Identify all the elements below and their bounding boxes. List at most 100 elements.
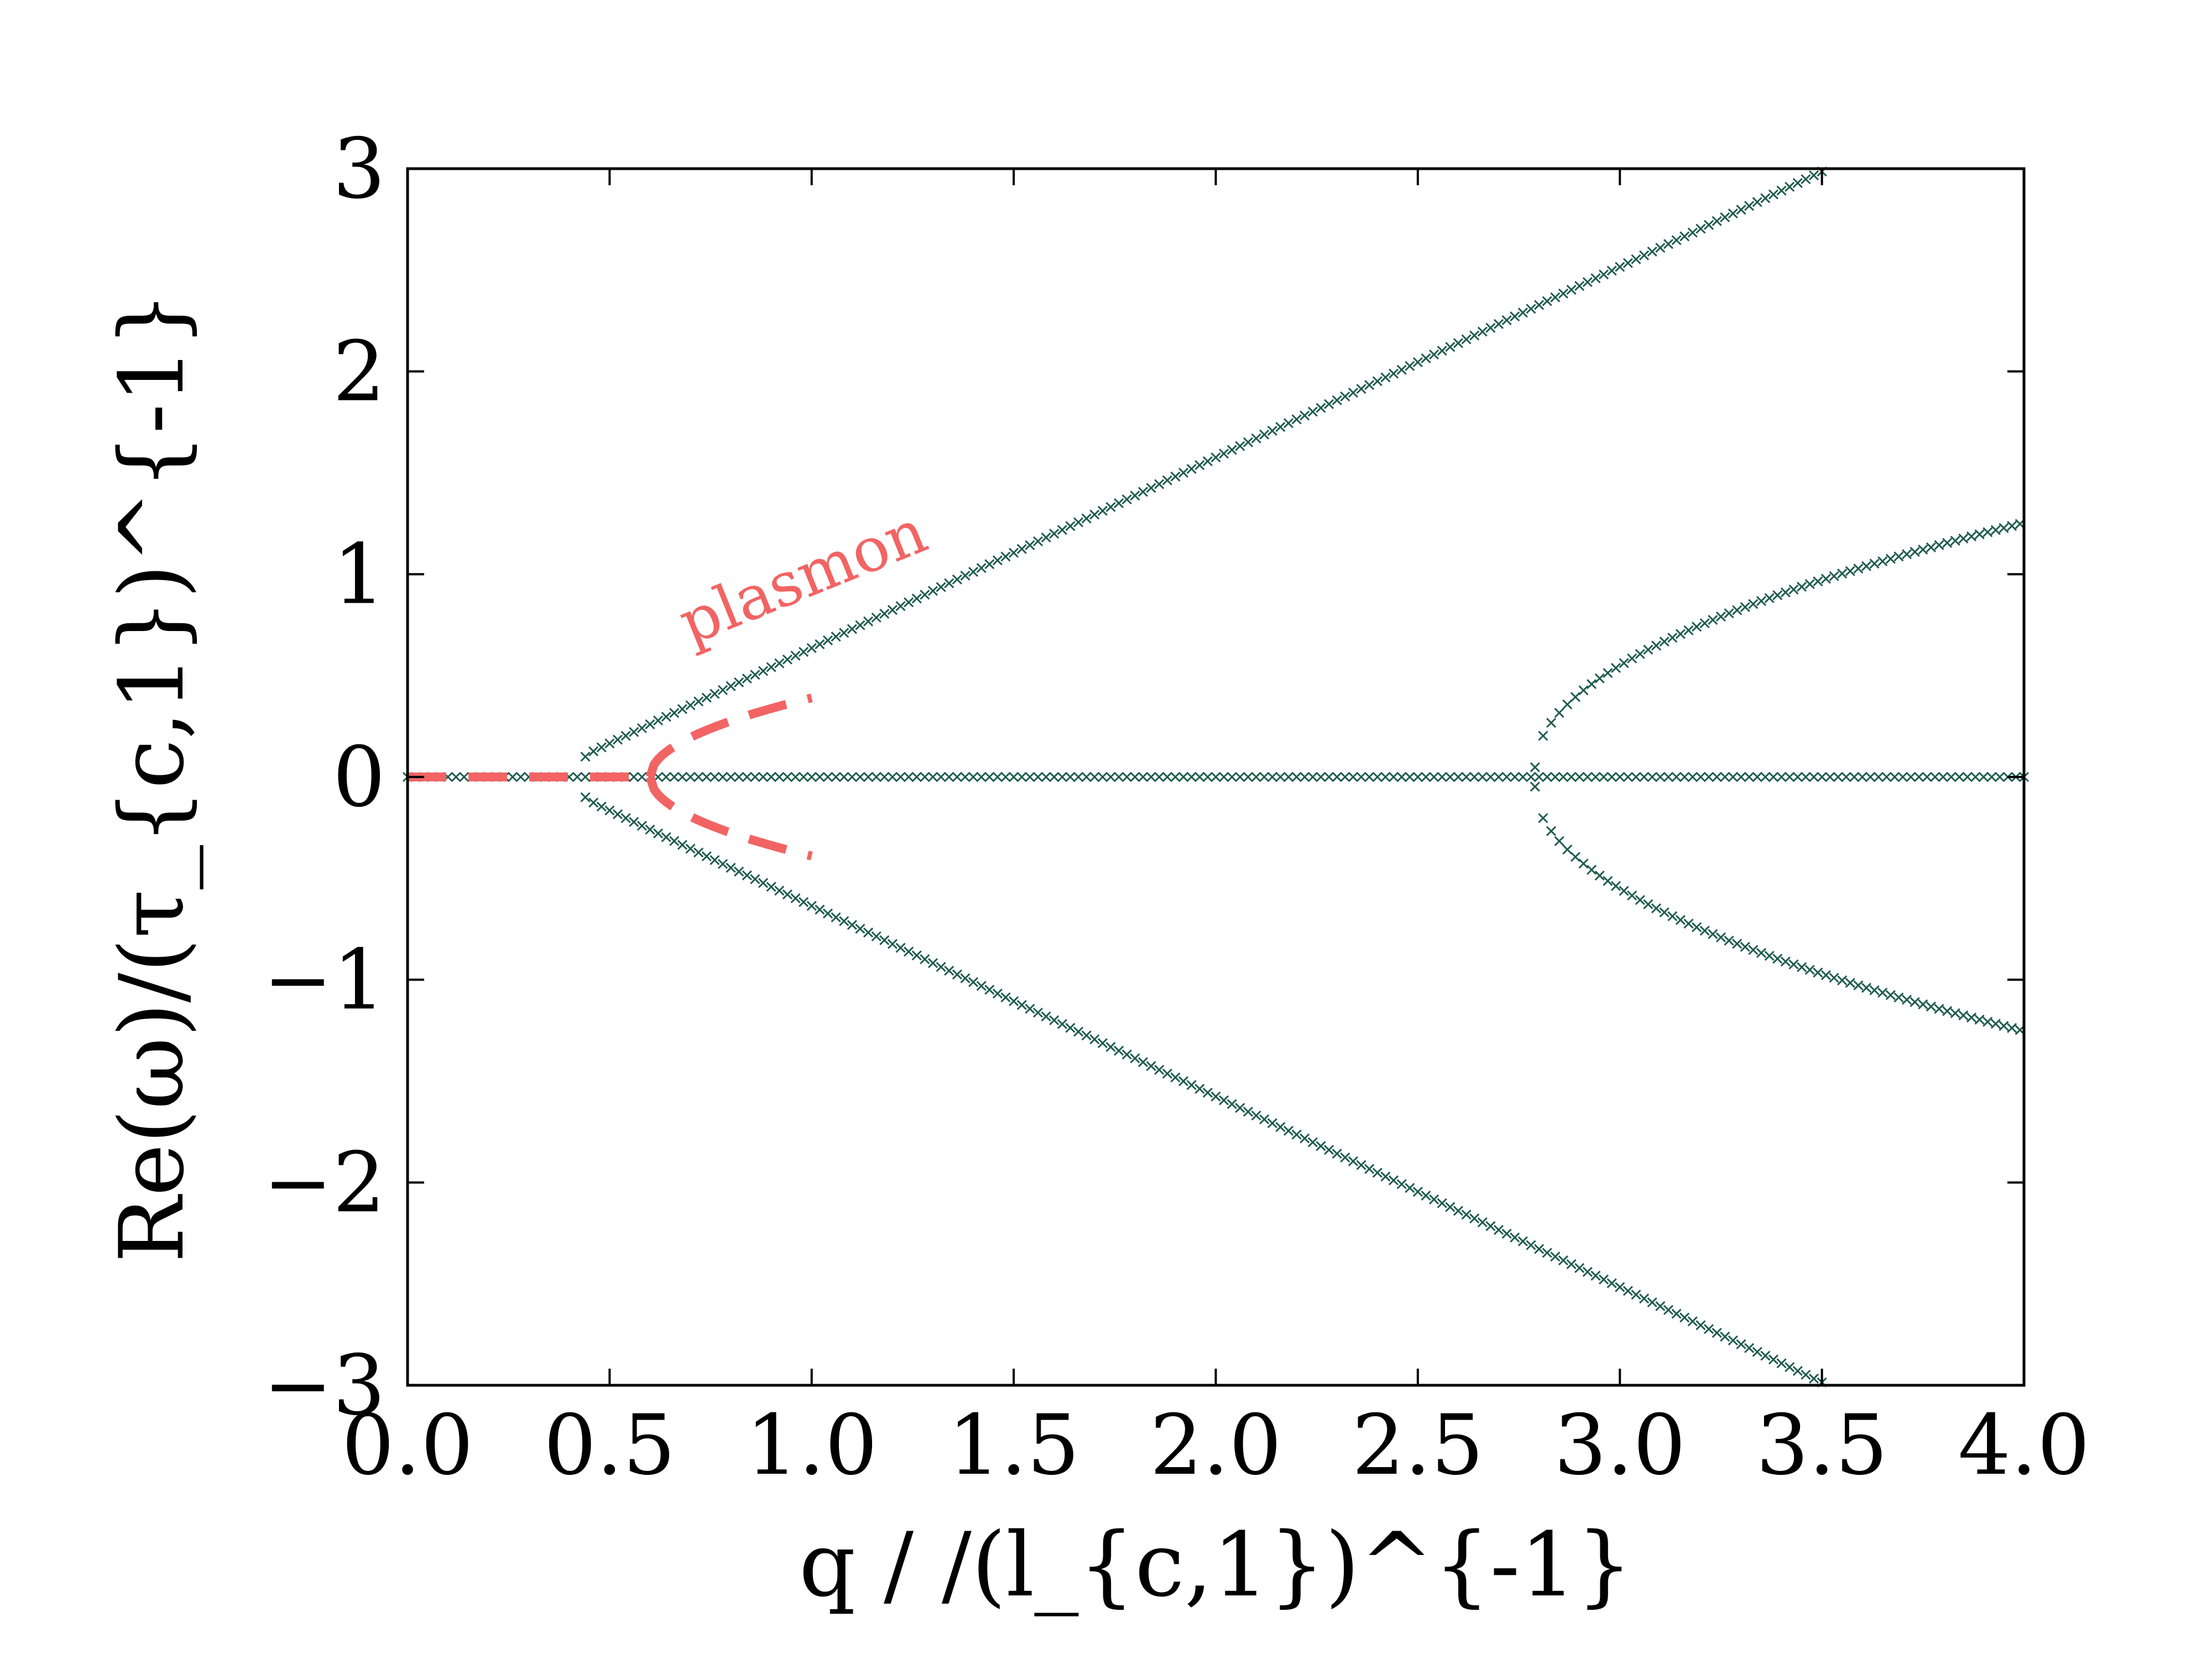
data-point-marker	[1324, 399, 1334, 409]
data-point-marker	[1372, 376, 1383, 387]
data-point-marker	[1922, 771, 1932, 782]
data-point-marker	[904, 597, 914, 608]
data-point-marker	[927, 958, 938, 968]
data-point-marker	[1546, 826, 1557, 836]
data-point-marker	[1041, 532, 1051, 543]
data-point-marker	[1780, 587, 1791, 598]
data-point-marker	[1162, 1068, 1172, 1079]
data-point-marker	[1121, 494, 1132, 505]
data-point-marker	[1501, 1228, 1512, 1239]
data-point-marker	[1813, 967, 1823, 978]
data-point-marker	[1639, 1293, 1650, 1304]
data-point-marker	[1671, 771, 1682, 782]
data-point-marker	[1530, 781, 1540, 792]
data-point-marker	[1926, 542, 1936, 552]
data-point-marker	[1550, 1251, 1561, 1262]
data-point-marker	[717, 771, 728, 782]
data-point-marker	[1291, 414, 1302, 425]
data-point-marker	[1683, 625, 1694, 635]
data-point-marker	[1687, 771, 1698, 782]
data-point-marker	[1558, 771, 1569, 782]
data-point-marker	[1227, 771, 1237, 782]
data-point-marker	[1663, 771, 1674, 782]
data-point-marker	[1606, 1278, 1617, 1288]
data-point-marker	[1930, 771, 1940, 782]
data-point-marker	[1453, 338, 1464, 348]
data-point-marker	[1692, 922, 1702, 932]
data-point-marker	[1890, 771, 1900, 782]
data-point-marker	[1324, 1145, 1334, 1155]
data-point-marker	[734, 677, 744, 688]
data-point-marker	[1938, 771, 1948, 782]
data-point-marker	[1853, 564, 1864, 574]
data-point-marker	[1752, 1347, 1762, 1357]
data-point-marker	[1138, 771, 1149, 782]
data-point-marker	[1785, 1362, 1795, 1373]
data-point-marker	[984, 559, 995, 570]
data-point-marker	[1477, 326, 1488, 337]
data-point-marker	[1562, 844, 1573, 855]
data-point-marker	[1009, 771, 1019, 782]
data-point-marker	[895, 601, 906, 612]
data-point-marker	[1477, 771, 1488, 782]
data-point-marker	[1606, 265, 1617, 276]
data-point-marker	[1211, 452, 1221, 463]
data-point-marker	[1776, 1358, 1787, 1369]
data-point-marker	[1170, 471, 1181, 482]
data-point-marker	[952, 771, 962, 782]
data-point-marker	[1728, 1335, 1738, 1346]
data-point-marker	[1999, 523, 2009, 533]
data-point-marker	[1032, 771, 1044, 782]
data-point-marker	[1194, 771, 1205, 782]
data-point-marker	[839, 771, 849, 782]
data-point-marker	[742, 673, 752, 684]
data-point-marker	[1615, 771, 1625, 782]
data-point-marker	[1453, 1206, 1464, 1216]
data-point-marker	[1154, 1065, 1165, 1075]
analytic-dashed-curve	[645, 775, 813, 860]
data-point-marker	[669, 771, 680, 782]
data-point-marker	[1715, 932, 1726, 943]
data-point-marker	[1485, 1221, 1496, 1232]
data-point-marker	[920, 954, 930, 964]
data-point-marker	[1679, 771, 1690, 782]
y-tick-label: 3	[333, 121, 385, 217]
data-point-marker	[1300, 410, 1310, 421]
data-point-marker	[1469, 1213, 1480, 1224]
x-tick-label: 2.5	[1352, 1397, 1484, 1494]
data-point-marker	[1792, 178, 1803, 188]
data-point-marker	[1550, 771, 1561, 782]
data-point-marker	[1712, 216, 1722, 226]
data-point-marker	[1316, 403, 1326, 413]
data-point-marker	[1138, 487, 1149, 497]
data-point-marker	[1732, 605, 1743, 615]
data-point-marker	[1501, 315, 1512, 326]
data-point-marker	[1009, 547, 1019, 558]
data-point-marker	[1429, 771, 1439, 782]
data-point-marker	[1627, 890, 1637, 901]
data-point-marker	[992, 555, 1003, 566]
data-point-marker	[1300, 1133, 1310, 1144]
data-point-marker	[1667, 633, 1678, 643]
data-point-marker	[976, 771, 987, 782]
data-point-marker	[984, 771, 995, 782]
data-point-marker	[1016, 771, 1027, 782]
data-point-marker	[1606, 771, 1617, 782]
data-point-marker	[1990, 525, 2001, 535]
data-point-marker	[1752, 197, 1762, 207]
data-point-marker	[1983, 1016, 1993, 1027]
data-point-marker	[1324, 771, 1334, 782]
data-point-marker	[911, 950, 922, 961]
data-point-marker	[1995, 771, 2005, 782]
data-point-marker	[1562, 699, 1573, 709]
data-point-marker	[669, 836, 680, 846]
data-point-marker	[1659, 907, 1670, 917]
data-point-marker	[1445, 771, 1455, 782]
data-point-marker	[799, 646, 809, 657]
data-point-marker	[1089, 1034, 1100, 1045]
data-point-marker	[685, 700, 696, 711]
data-point-marker	[1380, 771, 1391, 782]
data-point-marker	[653, 828, 664, 839]
data-point-marker	[1517, 307, 1528, 318]
data-point-marker	[1089, 771, 1100, 782]
